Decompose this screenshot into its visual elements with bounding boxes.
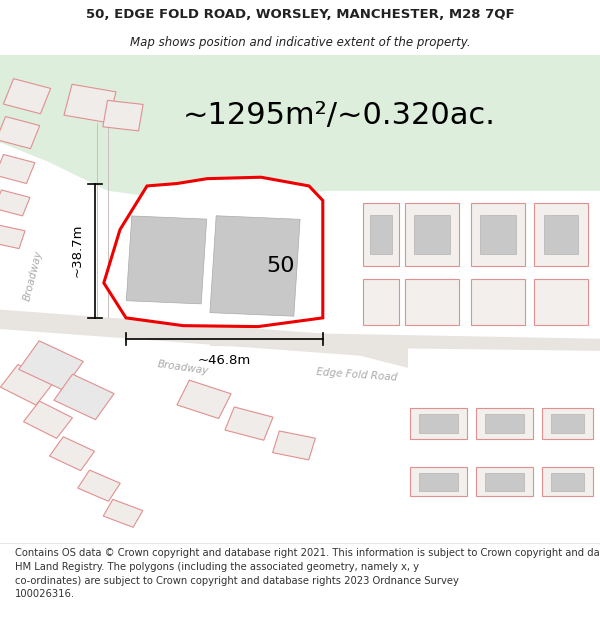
Bar bbox=[419, 473, 458, 491]
Bar bbox=[405, 279, 459, 326]
Text: ~38.7m: ~38.7m bbox=[71, 224, 84, 278]
Bar bbox=[534, 279, 588, 326]
Bar bbox=[542, 468, 593, 496]
Text: Contains OS data © Crown copyright and database right 2021. This information is : Contains OS data © Crown copyright and d… bbox=[15, 549, 600, 599]
Bar bbox=[272, 431, 316, 460]
Text: 50, EDGE FOLD ROAD, WORSLEY, MANCHESTER, M28 7QF: 50, EDGE FOLD ROAD, WORSLEY, MANCHESTER,… bbox=[86, 8, 514, 21]
Bar bbox=[0, 190, 30, 216]
Bar bbox=[405, 203, 459, 266]
Text: Map shows position and indicative extent of the property.: Map shows position and indicative extent… bbox=[130, 36, 470, 49]
Bar bbox=[103, 101, 143, 131]
Bar bbox=[485, 473, 523, 491]
Bar bbox=[23, 401, 73, 438]
Bar bbox=[64, 84, 116, 122]
Bar bbox=[103, 499, 143, 528]
Bar bbox=[476, 468, 533, 496]
Bar bbox=[0, 154, 35, 184]
Bar bbox=[551, 414, 583, 433]
Bar bbox=[409, 408, 467, 439]
Bar bbox=[471, 279, 525, 326]
Bar bbox=[0, 117, 40, 149]
Text: ~1295m²/~0.320ac.: ~1295m²/~0.320ac. bbox=[183, 101, 496, 130]
Bar bbox=[19, 341, 83, 390]
Bar bbox=[177, 380, 231, 419]
Bar bbox=[370, 215, 392, 254]
Polygon shape bbox=[104, 177, 323, 327]
Bar bbox=[471, 203, 525, 266]
Text: ~46.8m: ~46.8m bbox=[198, 354, 251, 367]
Bar bbox=[54, 374, 114, 419]
Bar bbox=[409, 468, 467, 496]
Bar bbox=[485, 414, 523, 433]
Bar bbox=[363, 203, 399, 266]
Text: Edge Fold Road: Edge Fold Road bbox=[316, 368, 398, 383]
Text: 50: 50 bbox=[266, 256, 295, 276]
Bar bbox=[544, 215, 578, 254]
Polygon shape bbox=[0, 309, 408, 368]
Bar bbox=[50, 437, 94, 471]
Bar bbox=[476, 408, 533, 439]
Bar bbox=[419, 414, 458, 433]
Bar bbox=[363, 279, 399, 326]
Bar bbox=[210, 216, 300, 316]
Bar bbox=[127, 216, 206, 304]
Text: Broadway: Broadway bbox=[22, 249, 44, 302]
Bar bbox=[225, 407, 273, 440]
Bar bbox=[551, 473, 583, 491]
Bar bbox=[414, 215, 450, 254]
Bar bbox=[542, 408, 593, 439]
Polygon shape bbox=[210, 331, 600, 351]
Bar bbox=[480, 215, 516, 254]
Text: Broadway: Broadway bbox=[157, 359, 209, 376]
Bar bbox=[0, 225, 25, 249]
Bar bbox=[1, 364, 53, 405]
Polygon shape bbox=[0, 55, 600, 201]
Bar bbox=[78, 470, 120, 501]
Bar bbox=[534, 203, 588, 266]
Bar bbox=[4, 79, 50, 114]
